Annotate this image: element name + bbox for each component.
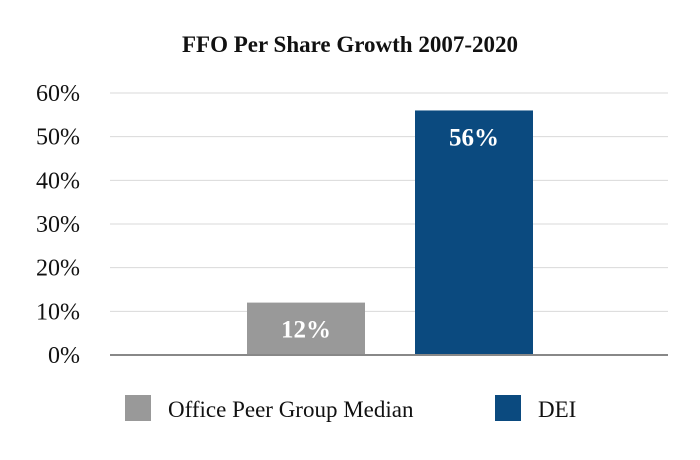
- chart-title: FFO Per Share Growth 2007-2020: [182, 32, 518, 57]
- y-axis-ticks: 0% 10% 20% 30% 40% 50% 60%: [36, 81, 80, 369]
- y-tick-label: 30%: [36, 212, 80, 238]
- gridlines: [110, 92, 668, 312]
- y-tick-label: 40%: [36, 168, 80, 194]
- legend-label: Office Peer Group Median: [168, 397, 414, 422]
- y-tick-label: 0%: [48, 343, 80, 369]
- bars: 12% 56%: [247, 110, 533, 355]
- bar-office-peer-group-median: [247, 302, 365, 355]
- legend-swatch: [495, 395, 521, 421]
- y-tick-label: 10%: [36, 299, 80, 325]
- y-tick-label: 50%: [36, 125, 80, 151]
- y-tick-label: 20%: [36, 256, 80, 282]
- data-label: 56%: [449, 124, 499, 151]
- legend-swatch: [125, 395, 151, 421]
- data-label: 12%: [281, 317, 331, 344]
- legend-label: DEI: [538, 397, 576, 422]
- legend: Office Peer Group Median DEI: [125, 395, 576, 422]
- bar-dei: [415, 110, 533, 355]
- y-tick-label: 60%: [36, 81, 80, 107]
